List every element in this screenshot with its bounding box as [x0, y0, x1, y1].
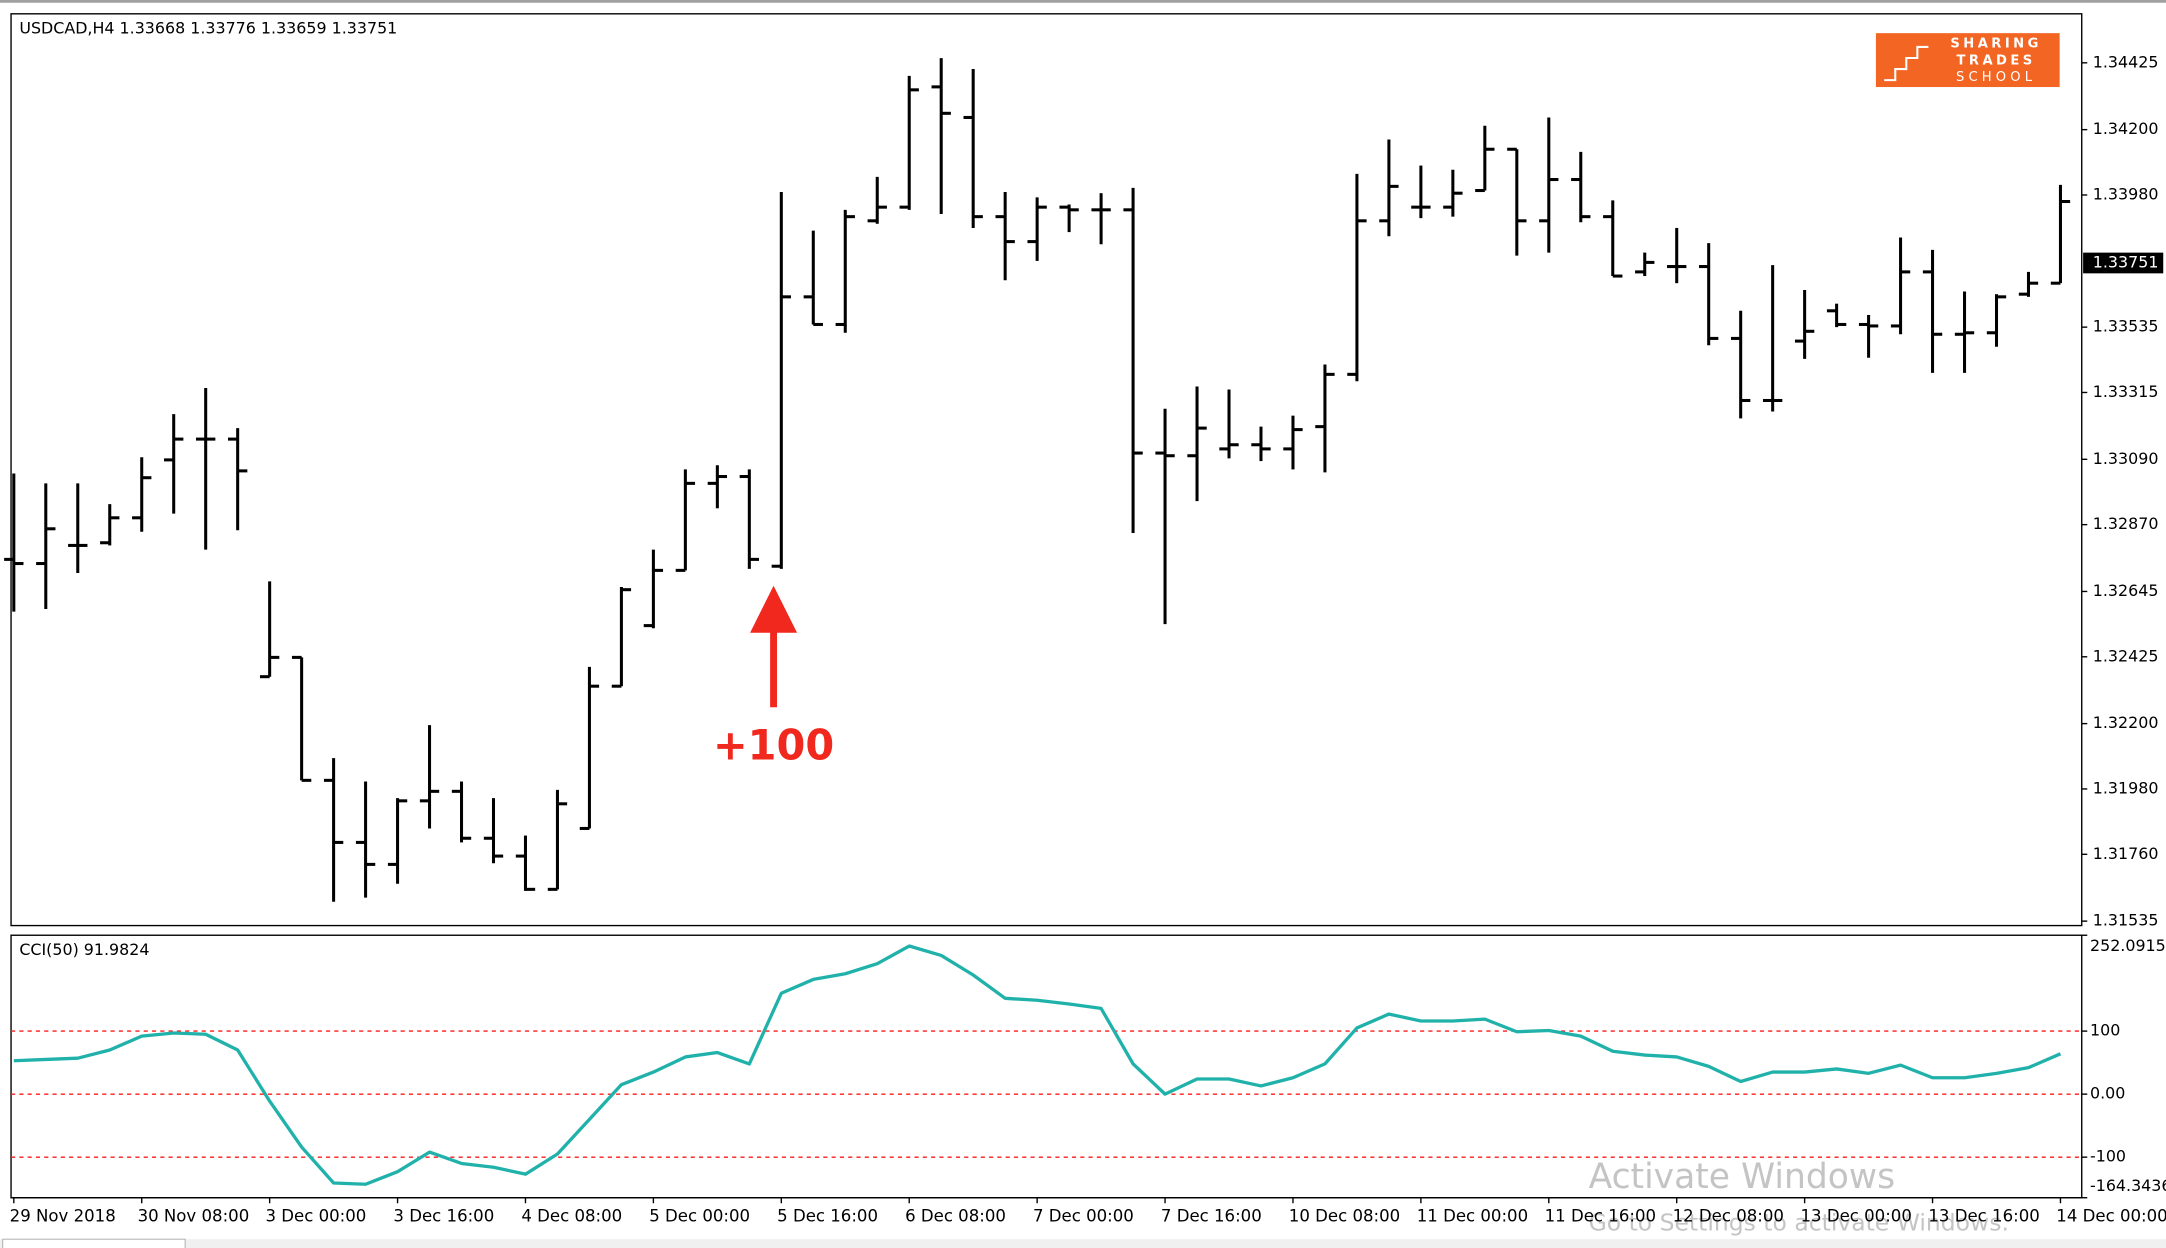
y-tick-label: 1.34200 — [2093, 119, 2159, 138]
x-tick-label: 5 Dec 00:00 — [649, 1207, 750, 1226]
logo-text: TRADES — [1956, 53, 2035, 68]
x-tick-label: 10 Dec 08:00 — [1289, 1207, 1400, 1226]
indicator-y-tick-label: 0.00 — [2090, 1084, 2125, 1103]
x-tick-label: 3 Dec 16:00 — [393, 1207, 494, 1226]
indicator-title: CCI(50) 91.9824 — [19, 940, 149, 959]
y-tick-label: 1.31760 — [2093, 844, 2159, 863]
annotation-text: +100 — [713, 722, 834, 770]
x-tick-label: 11 Dec 16:00 — [1545, 1207, 1656, 1226]
arrow-head — [750, 585, 798, 633]
y-tick-label: 1.32870 — [2093, 514, 2159, 533]
x-tick-label: 3 Dec 00:00 — [266, 1207, 367, 1226]
indicator-y-tick-label: -164.3436 — [2090, 1176, 2166, 1195]
indicator-y-tick-label: 100 — [2090, 1021, 2120, 1040]
y-tick-label: 1.31535 — [2093, 911, 2159, 930]
y-tick-label: 1.34425 — [2093, 52, 2159, 71]
x-tick-label: 11 Dec 00:00 — [1417, 1207, 1528, 1226]
x-tick-label: 4 Dec 08:00 — [521, 1207, 622, 1226]
logo-text: SHARING — [1950, 37, 2041, 52]
x-tick-label: 13 Dec 16:00 — [1928, 1207, 2039, 1226]
annotation: +100 — [713, 585, 834, 770]
x-tick-label: 6 Dec 08:00 — [905, 1207, 1006, 1226]
logo: SHARING TRADES SCHOOL — [1875, 33, 2060, 88]
tab-strip — [0, 1239, 2166, 1248]
x-tick-label: 30 Nov 08:00 — [138, 1207, 250, 1226]
x-tick-label: 12 Dec 08:00 — [1673, 1207, 1784, 1226]
current-price-label: 1.33751 — [2093, 252, 2159, 271]
y-tick-label: 1.33090 — [2093, 449, 2159, 468]
logo-text: SCHOOL — [1956, 70, 2036, 85]
x-tick-label: 13 Dec 00:00 — [1800, 1207, 1911, 1226]
y-tick-label: 1.32200 — [2093, 713, 2159, 732]
y-tick-label: 1.33535 — [2093, 317, 2159, 336]
tab[interactable] — [2, 1238, 186, 1248]
x-tick-label: 14 Dec 00:00 — [2056, 1207, 2166, 1226]
indicator-y-tick-label: -100 — [2090, 1147, 2126, 1166]
y-tick-label: 1.32645 — [2093, 581, 2159, 600]
indicator-y-tick-label: 252.0915 — [2090, 936, 2166, 955]
watermark-subtitle: Go to Settings to activate Windows. — [1589, 1208, 2009, 1236]
x-tick-label: 7 Dec 16:00 — [1161, 1207, 1262, 1226]
watermark-title: Activate Windows — [1589, 1157, 1895, 1197]
x-tick-label: 7 Dec 00:00 — [1033, 1207, 1134, 1226]
y-tick-label: 1.32425 — [2093, 646, 2159, 665]
x-tick-label: 29 Nov 2018 — [10, 1207, 116, 1226]
y-tick-label: 1.33980 — [2093, 184, 2159, 203]
chart-title: USDCAD,H4 1.33668 1.33776 1.33659 1.3375… — [19, 19, 397, 38]
y-tick-label: 1.33315 — [2093, 382, 2159, 401]
y-tick-label: 1.31980 — [2093, 778, 2159, 797]
indicator-line — [13, 944, 2062, 1186]
x-tick-label: 5 Dec 16:00 — [777, 1207, 878, 1226]
logo-icon — [1884, 45, 1929, 82]
current-price-box — [2083, 252, 2164, 274]
price-frame — [10, 13, 2083, 927]
